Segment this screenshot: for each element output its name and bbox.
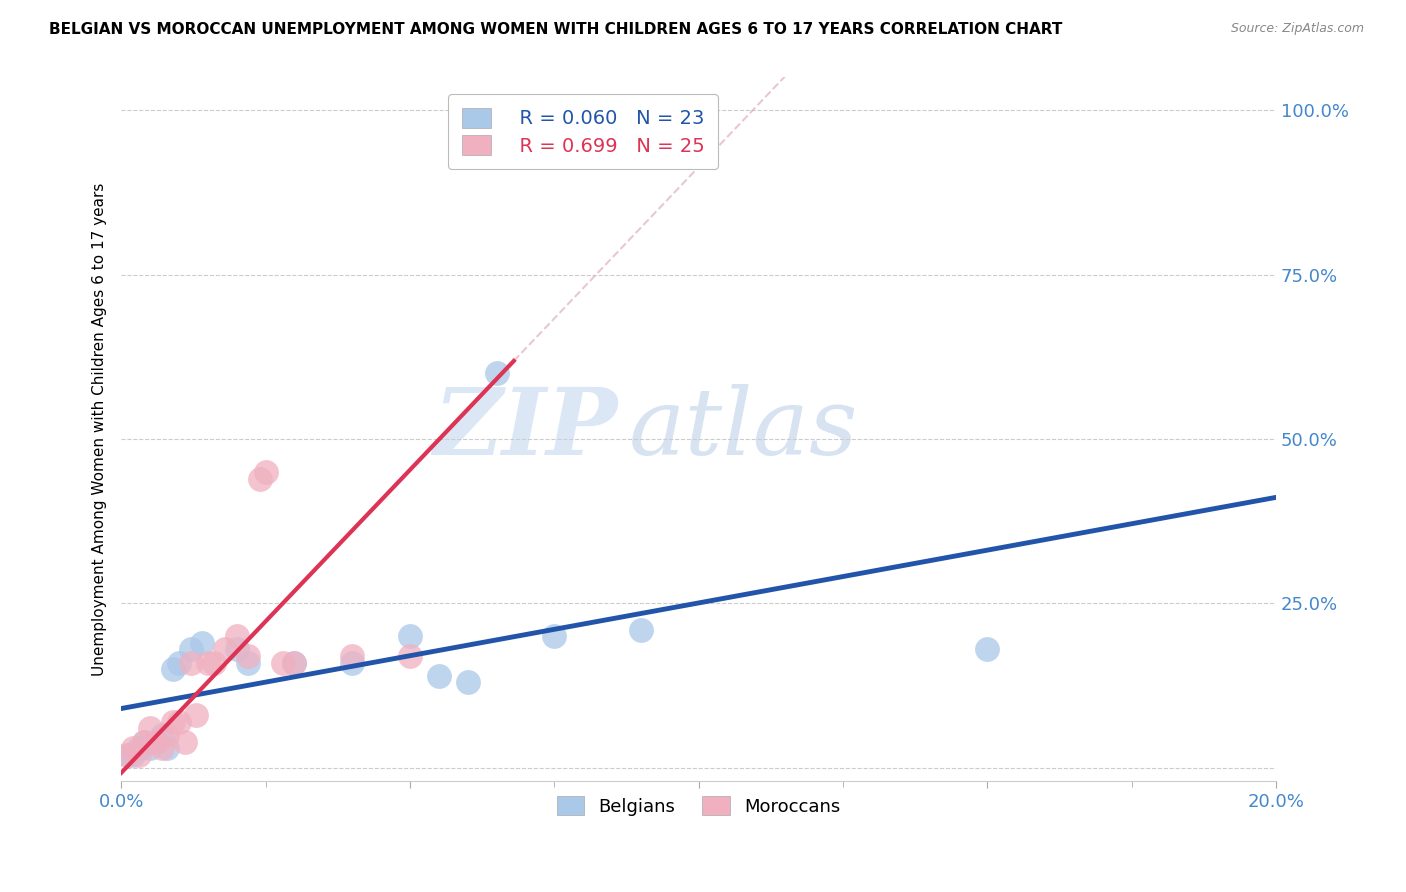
Point xyxy=(167,714,190,729)
Point xyxy=(191,636,214,650)
Point xyxy=(238,648,260,663)
Point xyxy=(427,669,450,683)
Point xyxy=(121,741,143,756)
Point xyxy=(214,642,236,657)
Y-axis label: Unemployment Among Women with Children Ages 6 to 17 years: Unemployment Among Women with Children A… xyxy=(93,183,107,676)
Point xyxy=(145,734,167,748)
Point xyxy=(485,367,508,381)
Point xyxy=(179,642,201,657)
Text: ZIP: ZIP xyxy=(433,384,617,475)
Point xyxy=(115,747,138,762)
Point xyxy=(186,708,208,723)
Point xyxy=(399,648,422,663)
Point xyxy=(630,103,652,118)
Point xyxy=(399,629,422,643)
Point xyxy=(271,656,294,670)
Point xyxy=(139,741,162,756)
Point xyxy=(202,656,225,670)
Point xyxy=(128,747,150,762)
Point xyxy=(134,734,156,748)
Point xyxy=(115,747,138,762)
Point xyxy=(139,722,162,736)
Point xyxy=(134,734,156,748)
Point xyxy=(543,629,565,643)
Text: Source: ZipAtlas.com: Source: ZipAtlas.com xyxy=(1230,22,1364,36)
Point xyxy=(976,642,998,657)
Point xyxy=(150,741,173,756)
Point xyxy=(145,734,167,748)
Point xyxy=(254,465,277,479)
Point xyxy=(156,741,179,756)
Point xyxy=(283,656,305,670)
Point xyxy=(457,675,479,690)
Point xyxy=(150,728,173,742)
Point xyxy=(225,642,247,657)
Point xyxy=(249,471,271,485)
Point xyxy=(238,656,260,670)
Point xyxy=(225,629,247,643)
Point xyxy=(162,714,184,729)
Point xyxy=(630,623,652,637)
Legend: Belgians, Moroccans: Belgians, Moroccans xyxy=(548,788,849,825)
Point xyxy=(121,747,143,762)
Point xyxy=(156,728,179,742)
Point xyxy=(128,741,150,756)
Point xyxy=(283,656,305,670)
Text: BELGIAN VS MOROCCAN UNEMPLOYMENT AMONG WOMEN WITH CHILDREN AGES 6 TO 17 YEARS CO: BELGIAN VS MOROCCAN UNEMPLOYMENT AMONG W… xyxy=(49,22,1063,37)
Point xyxy=(162,662,184,676)
Point xyxy=(340,648,363,663)
Point xyxy=(197,656,219,670)
Point xyxy=(173,734,195,748)
Text: atlas: atlas xyxy=(630,384,859,475)
Point xyxy=(179,656,201,670)
Point xyxy=(167,656,190,670)
Point xyxy=(340,656,363,670)
